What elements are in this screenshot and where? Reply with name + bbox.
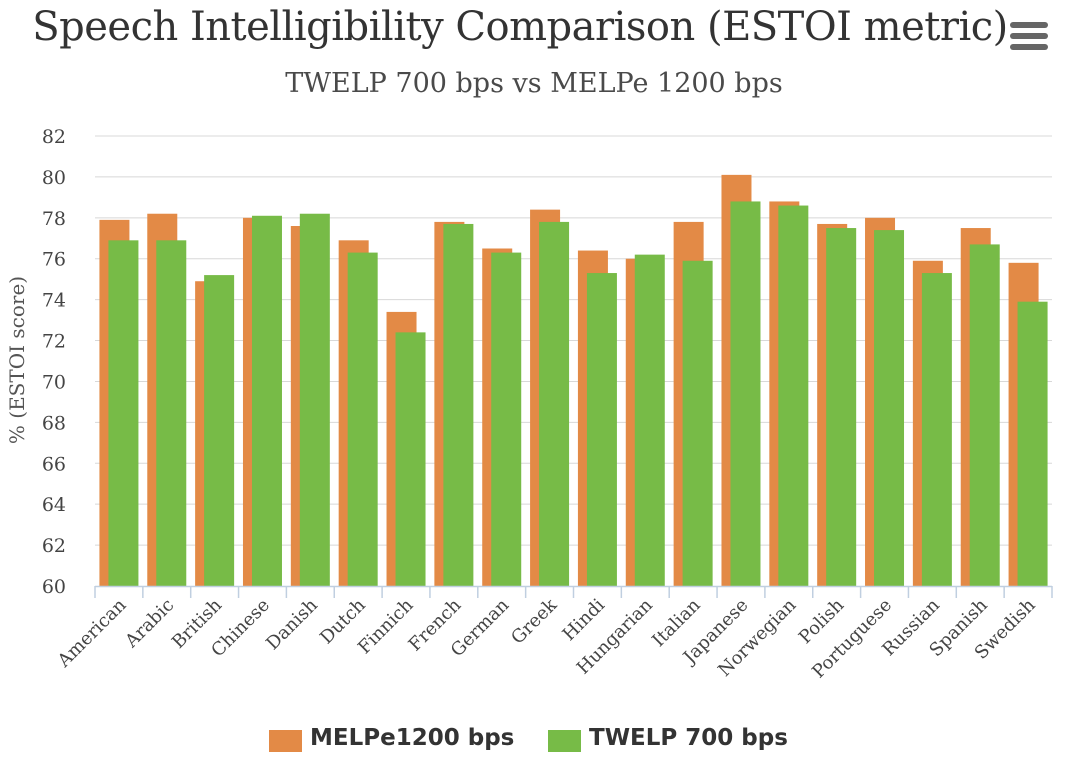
- y-tick-label: 76: [42, 249, 66, 271]
- y-tick-label: 78: [42, 208, 66, 230]
- menu-bar: [1010, 33, 1048, 39]
- chart-title: Speech Intelligibility Comparison (ESTOI…: [32, 4, 1008, 50]
- bar-twelp-swedish[interactable]: [1017, 301, 1048, 586]
- bar-twelp-hungarian[interactable]: [634, 254, 665, 587]
- chart-subtitle: TWELP 700 bps vs MELPe 1200 bps: [285, 68, 783, 99]
- x-tick-label: Arabic: [121, 595, 179, 653]
- legend: MELPe1200 bps TWELP 700 bps: [0, 724, 1068, 758]
- bar-twelp-chinese[interactable]: [251, 215, 282, 587]
- y-tick-label: 68: [42, 412, 66, 434]
- y-axis-ticks: 60 62 64 66 68 70 72 74 76 78 80 82: [42, 126, 66, 598]
- menu-bar: [1010, 22, 1048, 28]
- hamburger-menu-icon[interactable]: [1010, 22, 1048, 52]
- bar-twelp-hindi[interactable]: [586, 273, 617, 586]
- menu-bar: [1010, 44, 1048, 50]
- bar-twelp-french[interactable]: [443, 223, 474, 587]
- bar-twelp-greek[interactable]: [539, 221, 570, 586]
- bar-twelp-arabic[interactable]: [156, 240, 187, 586]
- y-tick-label: 80: [42, 167, 66, 189]
- y-tick-label: 72: [42, 331, 66, 353]
- bar-twelp-spanish[interactable]: [969, 244, 1000, 586]
- y-tick-label: 70: [42, 371, 66, 393]
- bar-twelp-dutch[interactable]: [347, 252, 378, 586]
- bar-twelp-british[interactable]: [204, 275, 235, 586]
- bar-twelp-american[interactable]: [108, 240, 139, 586]
- x-axis: [94, 585, 1053, 598]
- bar-twelp-polish[interactable]: [826, 228, 857, 586]
- legend-swatch-twelp: [548, 730, 581, 752]
- bar-twelp-norwegian[interactable]: [778, 205, 809, 586]
- legend-label-melpe: MELPe1200 bps: [310, 725, 515, 751]
- x-tick-label: Danish: [262, 594, 322, 654]
- bar-twelp-russian[interactable]: [921, 273, 952, 586]
- legend-swatch-melpe: [269, 730, 302, 752]
- y-axis-title: % (ESTOI score): [5, 276, 29, 444]
- bar-twelp-portuguese[interactable]: [874, 230, 905, 586]
- legend-label-twelp: TWELP 700 bps: [589, 725, 788, 751]
- y-tick-label: 60: [42, 576, 66, 598]
- bar-twelp-japanese[interactable]: [730, 201, 761, 587]
- bar-twelp-finnich[interactable]: [395, 332, 426, 586]
- y-tick-label: 66: [42, 453, 66, 475]
- y-tick-label: 62: [42, 535, 66, 557]
- x-tick-label: Greek: [507, 594, 562, 649]
- bar-twelp-danish[interactable]: [299, 213, 330, 586]
- y-tick-label: 74: [42, 290, 66, 312]
- grid-lines: [95, 135, 1052, 546]
- x-tick-label: American: [53, 594, 131, 672]
- x-axis-labels: AmericanArabicBritishChineseDanishDutchF…: [53, 594, 1040, 683]
- bar-twelp-italian[interactable]: [682, 260, 713, 586]
- plot-area: 60 62 64 66 68 70 72 74 76 78 80 82 AmericanArabicB…: [5, 126, 1053, 683]
- y-tick-label: 82: [42, 126, 66, 148]
- bars: [99, 174, 1048, 587]
- bar-twelp-german[interactable]: [491, 252, 522, 586]
- y-tick-label: 64: [42, 494, 66, 516]
